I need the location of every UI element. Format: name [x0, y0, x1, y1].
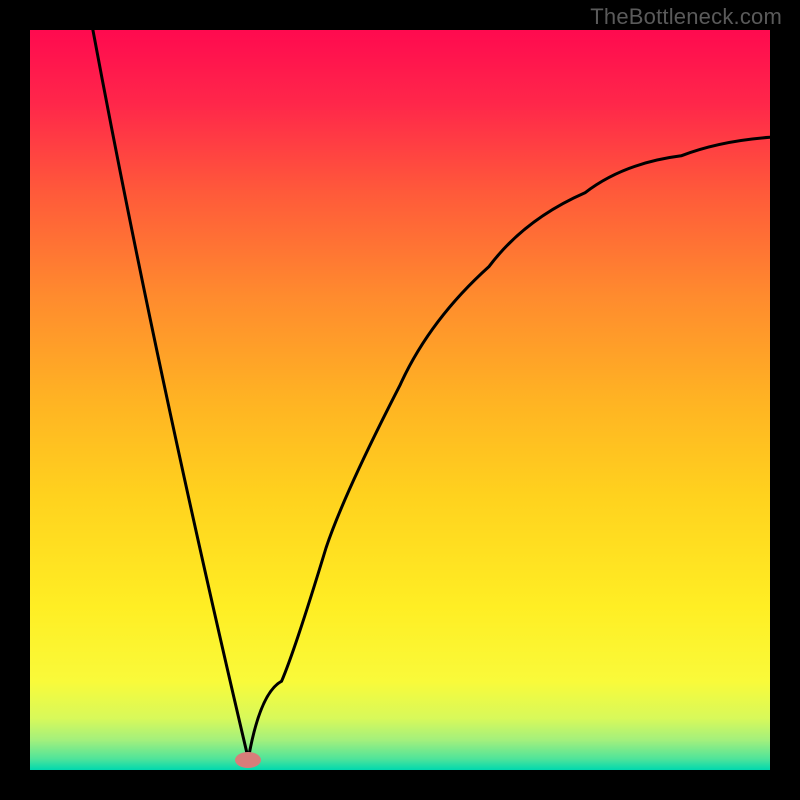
watermark-text: TheBottleneck.com [590, 4, 782, 30]
chart-container [30, 30, 770, 770]
chart-curve [30, 30, 770, 770]
